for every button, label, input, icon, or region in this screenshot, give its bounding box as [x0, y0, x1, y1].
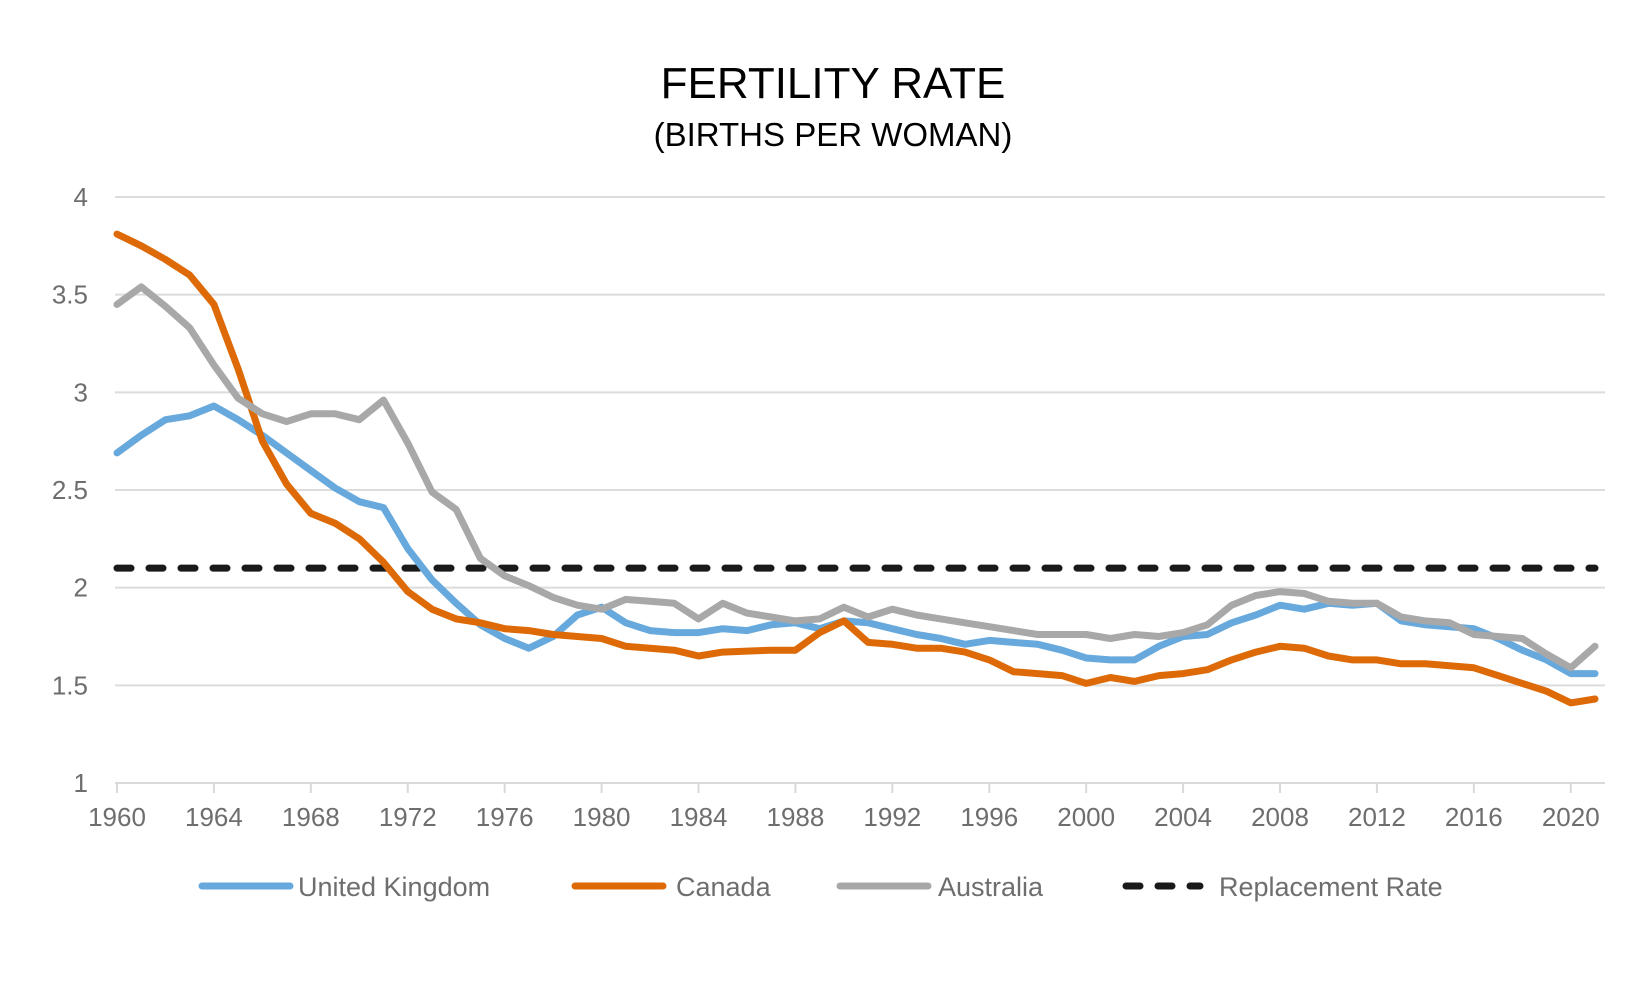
x-tick-label: 1976	[476, 802, 534, 832]
y-tick-label: 3.5	[52, 280, 88, 310]
x-tick-label: 1984	[670, 802, 728, 832]
x-tick-label: 2012	[1348, 802, 1406, 832]
legend-item-replacement-rate: Replacement Rate	[1122, 872, 1443, 902]
x-tick-label: 2016	[1445, 802, 1503, 832]
x-tick-label: 1960	[88, 802, 146, 832]
y-tick-label: 1	[74, 768, 88, 798]
series-line-canada	[113, 230, 1599, 707]
chart-subtitle: (BIRTHS PER WOMAN)	[654, 116, 1013, 153]
y-tick-label: 4	[74, 182, 88, 212]
y-tick-label: 1.5	[52, 670, 88, 700]
x-tick-label: 1992	[863, 802, 921, 832]
legend-item-united-kingdom: United Kingdom	[198, 872, 490, 902]
legend: United Kingdom Canada Australia Replacement…	[198, 872, 1443, 902]
y-tick-label: 2	[74, 573, 88, 603]
x-tick-label: 1996	[960, 802, 1018, 832]
plot-area	[113, 230, 1599, 707]
legend-label: Canada	[676, 872, 772, 902]
legend-label: Australia	[938, 872, 1044, 902]
x-tick-label: 1964	[185, 802, 243, 832]
legend-item-australia: Australia	[836, 872, 1044, 902]
x-tick-label: 1972	[379, 802, 437, 832]
legend-label: United Kingdom	[298, 872, 490, 902]
x-tick-label: 2020	[1542, 802, 1600, 832]
x-tick-label: 1968	[282, 802, 340, 832]
y-tick-label: 2.5	[52, 475, 88, 505]
x-axis: 1960 1964 1968 1972 1976 1980 1984 1988 1992 1996…	[88, 782, 1605, 832]
y-tick-label: 3	[74, 377, 88, 407]
series-line-australia	[113, 283, 1599, 672]
legend-item-canada: Canada	[571, 872, 772, 902]
y-axis: 1 1.5 2 2.5 3 3.5 4	[52, 182, 88, 798]
x-tick-label: 2004	[1154, 802, 1212, 832]
x-tick-label: 2000	[1057, 802, 1115, 832]
chart-title: FERTILITY RATE	[661, 59, 1006, 108]
x-tick-label: 2008	[1251, 802, 1309, 832]
gridlines	[115, 196, 1605, 784]
legend-label: Replacement Rate	[1219, 872, 1443, 902]
x-tick-label: 1980	[573, 802, 631, 832]
x-tick-label: 1988	[767, 802, 825, 832]
